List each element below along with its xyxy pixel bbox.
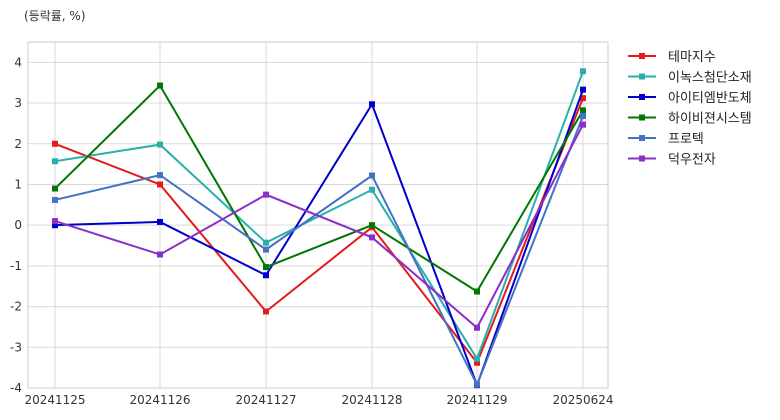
x-tick-label: 20241126	[129, 393, 190, 407]
x-tick-label: 20241125	[24, 393, 85, 407]
legend-marker	[639, 94, 645, 100]
data-point	[580, 68, 586, 75]
data-point	[263, 246, 269, 253]
data-point	[157, 172, 163, 179]
legend-entry: 아이티엠반도체	[628, 91, 752, 106]
legend-label: 테마지수	[668, 50, 716, 65]
data-point	[369, 234, 375, 241]
data-point	[52, 185, 58, 192]
data-point	[157, 251, 163, 258]
legend-label: 이녹스첨단소재	[668, 71, 752, 86]
y-tick-label: 2	[14, 137, 22, 151]
x-tick-labels: 20241125 20241126 20241127 20241128 20241129…	[24, 393, 613, 407]
series-line	[54, 97, 584, 365]
data-point	[263, 272, 269, 279]
series-4	[52, 82, 586, 295]
legend-entry: 덕우전자	[628, 153, 716, 168]
data-point	[580, 95, 586, 102]
data-point	[157, 218, 163, 225]
series-lines	[52, 68, 586, 389]
data-point	[474, 355, 480, 362]
series-1	[52, 95, 586, 366]
data-point	[52, 196, 58, 203]
data-point	[369, 186, 375, 193]
data-point	[580, 113, 586, 120]
data-point	[369, 101, 375, 108]
data-point	[263, 308, 269, 315]
y-tick-label: -3	[10, 340, 22, 354]
data-point	[263, 264, 269, 271]
data-point	[474, 288, 480, 295]
series-line	[54, 115, 584, 388]
plot-area-frame	[27, 41, 609, 389]
data-point	[263, 191, 269, 198]
x-tick-label: 20241127	[235, 393, 296, 407]
y-tick-label: -4	[10, 381, 22, 395]
data-point	[369, 172, 375, 179]
legend-entry: 하이비젼시스템	[628, 112, 752, 127]
legend-marker	[639, 73, 645, 80]
legend-label: 덕우전자	[668, 153, 716, 168]
data-point	[580, 107, 586, 114]
legend-marker	[639, 114, 645, 121]
series-line	[54, 124, 584, 330]
data-point	[52, 158, 58, 165]
legend-marker	[639, 53, 645, 59]
series-6	[52, 121, 586, 331]
x-tick-label: 20241128	[341, 393, 402, 407]
data-point	[474, 324, 480, 331]
legend-entry: 테마지수	[628, 50, 716, 65]
legend-label: 하이비젼시스템	[668, 112, 752, 127]
series-3	[52, 86, 586, 389]
data-point	[52, 140, 58, 147]
data-point	[52, 222, 58, 229]
y-tick-label: 3	[14, 96, 22, 110]
legend-entry: 프로텍	[628, 132, 704, 147]
data-point	[157, 181, 163, 188]
y-tick-labels: -4 -3 -2 -1 0 1 2 3 4	[10, 55, 22, 395]
legend-marker	[639, 155, 645, 162]
data-point	[474, 381, 480, 388]
series-line	[54, 83, 584, 293]
data-point	[580, 121, 586, 128]
data-point	[580, 86, 586, 93]
data-point	[369, 222, 375, 229]
data-point	[474, 359, 480, 366]
x-tick-label: 20250624	[552, 393, 613, 407]
series-line	[54, 89, 584, 389]
y-tick-label: -1	[10, 259, 22, 273]
legend-marker	[639, 135, 645, 141]
legend-entry: 이녹스첨단소재	[628, 71, 752, 86]
series-5	[52, 113, 586, 388]
y-tick-label: 4	[14, 55, 22, 69]
y-tick-label: 0	[14, 218, 22, 232]
y-tick-label: 1	[14, 177, 22, 191]
legend-label: 프로텍	[668, 132, 704, 147]
legend-label: 아이티엠반도체	[668, 91, 752, 106]
x-tick-label: 20241129	[446, 393, 507, 407]
data-point	[157, 82, 163, 89]
data-point	[263, 239, 269, 246]
y-tick-label: -2	[10, 300, 22, 314]
data-point	[157, 141, 163, 148]
data-point	[52, 218, 58, 225]
y-axis-label: (등락률, %)	[24, 9, 86, 23]
